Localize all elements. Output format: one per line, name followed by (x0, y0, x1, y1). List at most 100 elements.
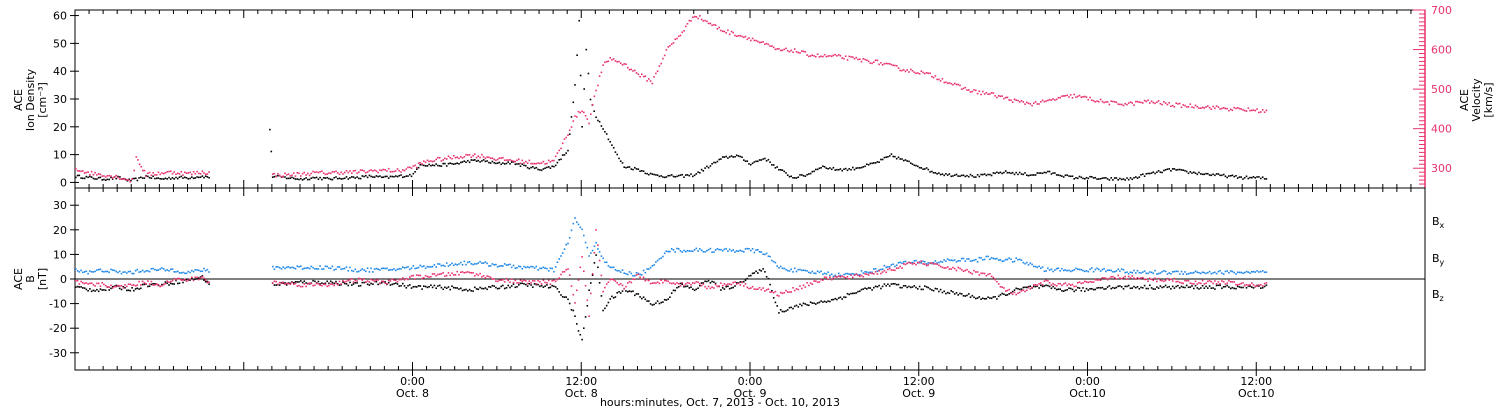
data-point (122, 178, 125, 180)
data-point (1113, 270, 1116, 273)
data-point (941, 261, 944, 263)
data-point (718, 248, 720, 251)
data-point (171, 172, 174, 175)
data-point (716, 160, 719, 163)
data-point (1242, 282, 1244, 284)
data-point (999, 259, 1002, 261)
x-tick-time: 0:00 (400, 375, 425, 388)
data-point (576, 54, 578, 56)
data-point (634, 278, 636, 281)
data-point (714, 161, 717, 164)
data-point (830, 168, 833, 171)
data-point (410, 167, 413, 169)
data-point (136, 284, 139, 286)
data-point (488, 275, 490, 278)
data-point (319, 284, 321, 286)
data-point (1150, 278, 1153, 281)
data-point (409, 276, 411, 278)
data-point (669, 250, 671, 253)
data-point (539, 285, 541, 288)
data-point (602, 128, 604, 130)
data-point (1096, 279, 1098, 281)
data-point (859, 275, 861, 278)
data-point (495, 280, 497, 282)
data-point (843, 273, 845, 276)
data-point (586, 305, 589, 307)
data-point (920, 70, 923, 72)
data-point (837, 275, 840, 277)
data-point (428, 160, 430, 163)
data-point (1198, 282, 1200, 284)
data-point (444, 275, 446, 277)
data-point (728, 248, 731, 251)
data-point (166, 269, 168, 271)
data-point (892, 263, 894, 265)
data-point (823, 300, 826, 303)
data-point (505, 159, 508, 161)
data-point (1238, 271, 1241, 274)
data-point (271, 176, 274, 178)
data-point (806, 54, 808, 56)
data-point (345, 266, 348, 268)
data-point (1096, 100, 1098, 102)
data-point (89, 175, 91, 178)
data-point (1018, 291, 1021, 294)
data-point (744, 160, 747, 162)
data-point (609, 266, 611, 269)
data-point (797, 176, 800, 178)
data-point (1215, 284, 1218, 287)
data-point (753, 272, 756, 274)
data-point (154, 177, 156, 180)
data-point (1173, 277, 1176, 280)
data-point (175, 271, 177, 273)
data-point (732, 31, 734, 34)
data-point (452, 274, 455, 276)
data-point (1142, 102, 1144, 104)
data-point (1105, 288, 1107, 290)
data-point (932, 263, 935, 265)
data-point (567, 298, 569, 301)
data-point (1013, 289, 1016, 291)
data-point (781, 49, 784, 52)
data-point (143, 282, 146, 284)
data-point (307, 283, 309, 285)
data-point (498, 279, 501, 282)
data-point (692, 250, 694, 253)
data-point (1214, 107, 1216, 110)
data-point (85, 175, 88, 178)
data-point (583, 88, 585, 90)
data-point (609, 57, 611, 59)
data-point (433, 273, 436, 275)
data-point (899, 69, 901, 72)
data-point (1164, 284, 1167, 287)
data-point (1133, 269, 1135, 272)
data-point (1108, 269, 1111, 271)
data-point (468, 271, 471, 274)
data-point (382, 176, 385, 178)
data-point (1156, 273, 1158, 275)
data-point (957, 260, 959, 262)
data-point (1191, 172, 1193, 174)
data-point (326, 280, 328, 283)
data-point (467, 290, 469, 292)
data-point (1138, 288, 1141, 290)
data-point (790, 306, 792, 309)
data-point (134, 288, 137, 290)
data-point (669, 282, 671, 284)
data-point (1215, 272, 1218, 275)
data-point (379, 169, 381, 171)
data-point (1201, 285, 1204, 287)
data-point (997, 95, 1000, 97)
data-point (646, 278, 648, 281)
data-point (273, 172, 276, 175)
data-point (667, 250, 669, 253)
data-point (516, 286, 518, 288)
data-point (1087, 98, 1090, 101)
data-point (391, 170, 393, 173)
data-point (990, 174, 993, 177)
data-point (806, 304, 808, 306)
data-point (725, 155, 727, 158)
right-y-axis-label: Velocity (1470, 78, 1483, 122)
data-point (764, 43, 766, 45)
data-point (1184, 104, 1186, 107)
